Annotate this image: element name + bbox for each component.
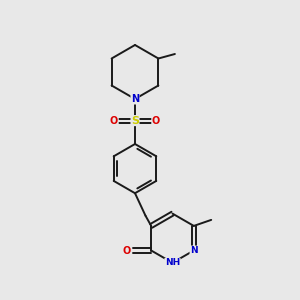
Text: N: N	[190, 246, 198, 255]
Text: O: O	[110, 116, 118, 126]
Text: O: O	[152, 116, 160, 126]
Text: S: S	[131, 116, 139, 126]
Text: NH: NH	[165, 258, 180, 267]
Text: O: O	[122, 245, 131, 256]
Text: N: N	[131, 94, 139, 104]
